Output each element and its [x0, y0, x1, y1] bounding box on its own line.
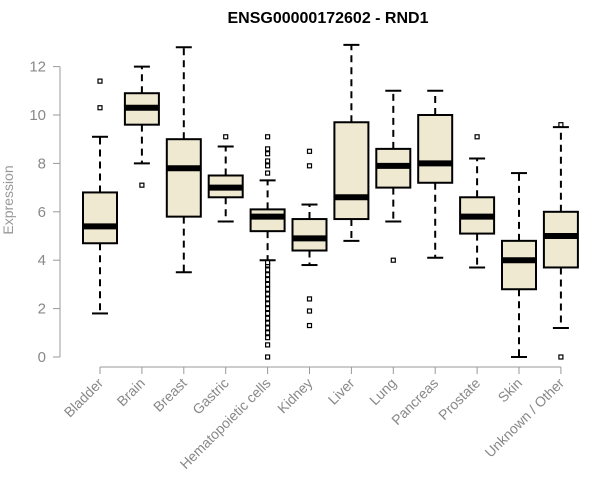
outlier-point — [265, 291, 271, 297]
outlier-point — [265, 146, 271, 152]
outlier-point — [265, 301, 271, 307]
outlier-point — [306, 148, 313, 154]
outlier-point — [390, 257, 396, 263]
y-tick-label: 0 — [38, 349, 46, 366]
x-tick-label: Prostate — [435, 375, 483, 423]
outlier-point — [265, 151, 271, 157]
outlier-point — [265, 163, 271, 169]
x-tick-label: Lung — [366, 375, 399, 408]
outlier-point — [265, 267, 271, 273]
outlier-point — [558, 354, 564, 360]
outlier-point — [265, 320, 271, 326]
outlier-point — [306, 308, 313, 314]
outlier-point — [265, 272, 271, 278]
box-iqr — [82, 191, 118, 245]
y-tick-label: 2 — [38, 301, 46, 318]
x-tick-label: Skin — [495, 375, 526, 406]
outlier-point — [265, 286, 271, 292]
outlier-point — [265, 335, 271, 341]
outlier-point — [265, 281, 271, 287]
y-tick-label: 4 — [38, 252, 46, 269]
y-tick-label: 8 — [38, 155, 46, 172]
x-tick-label: Pancreas — [388, 375, 441, 428]
outlier-point — [265, 170, 271, 176]
box-iqr — [542, 210, 579, 269]
outlier-point — [265, 315, 271, 321]
outlier-point — [265, 296, 271, 302]
y-axis-label: Expression — [0, 165, 16, 234]
box-iqr — [333, 121, 370, 221]
outlier-point — [265, 342, 271, 348]
outlier-point — [223, 134, 229, 140]
outlier-point — [265, 354, 271, 360]
y-tick-label: 6 — [38, 204, 46, 221]
outlier-point — [265, 158, 271, 164]
outlier-point — [558, 122, 564, 128]
box-iqr — [417, 114, 454, 184]
x-tick-label: Liver — [325, 375, 358, 408]
box-iqr — [501, 239, 537, 291]
outlier-point — [306, 296, 313, 302]
box-iqr — [291, 218, 328, 252]
x-tick-label: Kidney — [274, 375, 316, 417]
y-tick-label: 10 — [29, 107, 46, 124]
box-iqr — [165, 138, 202, 218]
outlier-point — [306, 163, 313, 169]
chart-title: ENSG00000172602 - RND1 — [227, 10, 428, 27]
outlier-point — [265, 260, 271, 266]
x-tick-label: Unknown / Other — [481, 375, 567, 461]
outlier-point — [139, 182, 145, 188]
outlier-point — [265, 330, 271, 336]
outlier-point — [265, 325, 271, 331]
outlier-point — [265, 134, 271, 140]
x-tick-label: Breast — [150, 375, 190, 415]
x-tick-label: Bladder — [61, 375, 107, 421]
outlier-point — [265, 276, 271, 283]
outlier-point — [97, 105, 103, 111]
outlier-point — [265, 306, 271, 312]
outlier-point — [97, 78, 103, 84]
outlier-point — [306, 322, 313, 329]
box-iqr — [249, 208, 286, 233]
outlier-point — [474, 134, 480, 140]
x-tick-label: Brain — [114, 375, 148, 409]
y-tick-label: 12 — [29, 59, 46, 76]
outlier-point — [265, 310, 271, 317]
